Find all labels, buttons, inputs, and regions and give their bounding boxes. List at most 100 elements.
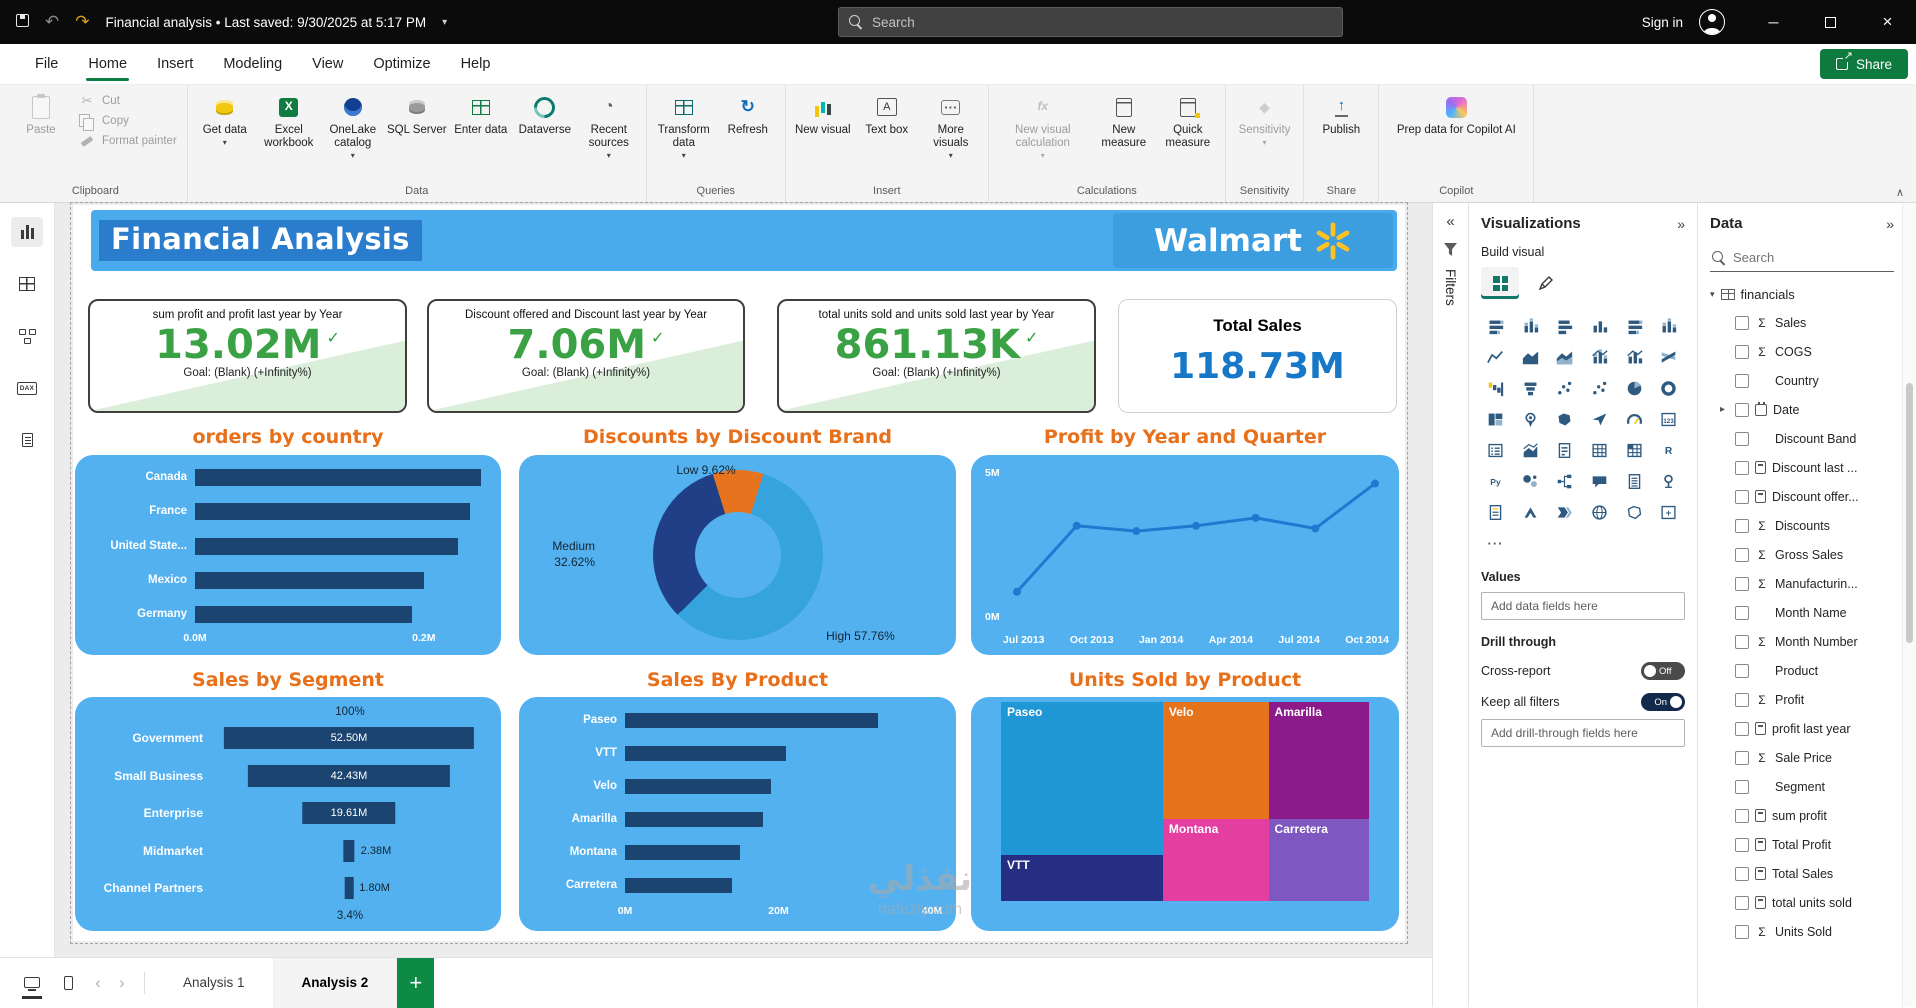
collapse-table-chevron-icon[interactable]: ▾ xyxy=(1710,289,1715,299)
chart-profit-by-year-and-quarter[interactable]: 5M 0M Jul 2013 Oct 2013 Jan 2014 Apr 2014 Jul … xyxy=(971,455,1399,655)
checkbox-country[interactable] xyxy=(1735,373,1749,388)
checkbox-product[interactable] xyxy=(1735,663,1749,678)
checkbox-sale-price[interactable] xyxy=(1735,750,1749,765)
page-tab-analysis-1[interactable]: Analysis 1 xyxy=(155,957,274,1008)
table-financials[interactable]: ▾ financials xyxy=(1710,287,1894,302)
viz-type-kpi-icon[interactable] xyxy=(1516,438,1545,462)
checkbox-segment[interactable] xyxy=(1735,779,1749,794)
viz-type-donut-chart-icon[interactable] xyxy=(1654,376,1683,400)
viz-type-line-and-stacked-column-chart-icon[interactable] xyxy=(1585,345,1614,369)
field-units-sold[interactable]: Σ Units Sold xyxy=(1710,917,1894,946)
field-gross-sales[interactable]: Σ Gross Sales xyxy=(1710,540,1894,569)
ribbon-button-sql-server[interactable]: SQL Server xyxy=(386,90,448,137)
viz-type-line-and-clustered-column-chart-icon[interactable] xyxy=(1620,345,1649,369)
field-date[interactable]: ▸ Date xyxy=(1710,395,1894,424)
viz-type-clustered-column-chart-icon[interactable] xyxy=(1585,314,1614,338)
bar-mexico[interactable] xyxy=(195,571,424,589)
viz-type-scatter-chart-icon[interactable] xyxy=(1550,376,1579,400)
field-profit-last-year[interactable]: profit last year xyxy=(1710,714,1894,743)
funnel-bar-small-business[interactable] xyxy=(247,764,451,787)
bar-united-state[interactable] xyxy=(195,537,459,555)
checkbox-sum-profit[interactable] xyxy=(1735,808,1749,823)
cross-report-toggle[interactable]: Off xyxy=(1641,662,1685,680)
viz-type-smart-narrative-icon[interactable] xyxy=(1620,469,1649,493)
share-button[interactable]: Share xyxy=(1819,49,1908,79)
chart-sales-by-segment[interactable]: 100% Government 52.50M Small Business 42.43M… xyxy=(75,697,501,931)
menu-optimize[interactable]: Optimize xyxy=(373,56,431,72)
field-discount-band[interactable]: Discount Band xyxy=(1710,424,1894,453)
field-manufacturin[interactable]: Σ Manufacturin... xyxy=(1710,569,1894,598)
next-page-icon[interactable]: › xyxy=(119,972,125,992)
menu-help[interactable]: Help xyxy=(460,56,491,72)
undo-icon[interactable]: ↶ xyxy=(45,12,60,31)
bar-carretera[interactable] xyxy=(625,878,733,893)
field-segment[interactable]: Segment xyxy=(1710,772,1894,801)
new-page-button[interactable]: + xyxy=(397,957,435,1008)
checkbox-discount-band[interactable] xyxy=(1735,431,1749,446)
checkbox-month-number[interactable] xyxy=(1735,634,1749,649)
ribbon-button-text-box[interactable]: Text box xyxy=(856,90,918,137)
viz-type-paginated-report-icon[interactable] xyxy=(1481,500,1510,524)
field-country[interactable]: Country xyxy=(1710,366,1894,395)
keep-all-filters-toggle[interactable]: On xyxy=(1641,693,1685,711)
viz-type-stacked-area-chart-icon[interactable] xyxy=(1550,345,1579,369)
field-discounts[interactable]: Σ Discounts xyxy=(1710,511,1894,540)
donut-ring[interactable] xyxy=(652,470,823,640)
ribbon-button-sensitivity[interactable]: Sensitivity ▾ xyxy=(1234,90,1296,147)
page-tab-analysis-2[interactable]: Analysis 2 xyxy=(273,957,398,1008)
viz-type-area-chart-icon[interactable] xyxy=(1516,345,1545,369)
ribbon-button-cut[interactable]: Cut xyxy=(74,94,181,109)
viz-type-card-icon[interactable]: 123 xyxy=(1654,407,1683,431)
ribbon-button-quick-measure[interactable]: Quick measure xyxy=(1157,90,1219,150)
drill-through-field-well[interactable]: Add drill-through fields here xyxy=(1481,719,1685,747)
chart-orders-by-country[interactable]: Canada France United State... Mexico Germany… xyxy=(75,455,501,655)
viz-type-more-options[interactable]: ··· xyxy=(1487,535,1504,551)
viz-type-arcgis-map-icon[interactable] xyxy=(1585,500,1614,524)
title-menu-chevron-icon[interactable]: ▾ xyxy=(442,16,448,28)
viz-type-hundred-stacked-column-chart-icon[interactable] xyxy=(1654,314,1683,338)
previous-page-icon[interactable]: ‹ xyxy=(95,972,101,992)
expand-filters-icon[interactable]: « xyxy=(1446,213,1455,230)
tile-vtt[interactable]: VTT xyxy=(1001,855,1163,901)
bar-velo[interactable] xyxy=(625,779,771,794)
viz-type-filled-map-icon[interactable] xyxy=(1550,407,1579,431)
chart-sales-by-product[interactable]: Paseo VTT Velo Amarilla Montana Carretera 0M 20… xyxy=(519,697,956,931)
funnel-bar-channel-partners[interactable] xyxy=(344,877,354,899)
field-total-profit[interactable]: Total Profit xyxy=(1710,830,1894,859)
checkbox-total-profit[interactable] xyxy=(1735,837,1749,852)
tmdl-view-button[interactable] xyxy=(11,425,43,455)
collapse-ribbon-icon[interactable]: ∧ xyxy=(1895,187,1904,199)
checkbox-gross-sales[interactable] xyxy=(1735,547,1749,562)
checkbox-units-sold[interactable] xyxy=(1735,924,1749,939)
viz-type-clustered-bar-chart-icon[interactable] xyxy=(1550,314,1579,338)
kpi-card-sum-profit[interactable]: sum profit and profit last year by Year … xyxy=(88,299,407,413)
collapse-visualizations-icon[interactable]: » xyxy=(1677,215,1685,232)
viz-type-treemap-icon[interactable] xyxy=(1481,407,1510,431)
build-visual-tab[interactable] xyxy=(1481,267,1519,299)
ribbon-button-excel-workbook[interactable]: Excel workbook xyxy=(258,90,320,150)
viz-type-r-script-icon[interactable]: R xyxy=(1654,438,1683,462)
data-search-box[interactable] xyxy=(1710,244,1894,272)
collapse-data-pane-icon[interactable]: » xyxy=(1886,215,1894,232)
ribbon-button-onelake-catalog[interactable]: OneLake catalog ▾ xyxy=(322,90,384,160)
viz-type-qa-icon[interactable] xyxy=(1585,469,1614,493)
bar-paseo[interactable] xyxy=(625,713,879,728)
checkbox-manufacturin[interactable] xyxy=(1735,576,1749,591)
field-discount-last[interactable]: Discount last ... xyxy=(1710,453,1894,482)
menu-home[interactable]: Home xyxy=(73,44,142,84)
viz-type-shape-map-icon[interactable] xyxy=(1620,500,1649,524)
field-sum-profit[interactable]: sum profit xyxy=(1710,801,1894,830)
checkbox-date[interactable] xyxy=(1735,402,1749,417)
ribbon-button-more-visuals[interactable]: More visuals▾ xyxy=(920,90,982,160)
tile-carretera[interactable]: Carretera xyxy=(1268,819,1369,901)
tile-montana[interactable]: Montana xyxy=(1162,819,1269,901)
tile-paseo[interactable]: Paseo xyxy=(1001,702,1163,856)
chart-units-sold-by-product[interactable]: Paseo Velo Amarilla VTT Montana Carretera xyxy=(971,697,1399,931)
bar-germany[interactable] xyxy=(195,606,413,623)
viz-type-line-chart-icon[interactable] xyxy=(1481,345,1510,369)
ribbon-button-new-visual-calculation[interactable]: New visual calculation▾ xyxy=(995,90,1091,160)
field-profit[interactable]: Σ Profit xyxy=(1710,685,1894,714)
menu-view[interactable]: View xyxy=(312,56,344,72)
mobile-view-button[interactable] xyxy=(50,965,86,1001)
funnel-bar-enterprise[interactable] xyxy=(302,802,396,824)
